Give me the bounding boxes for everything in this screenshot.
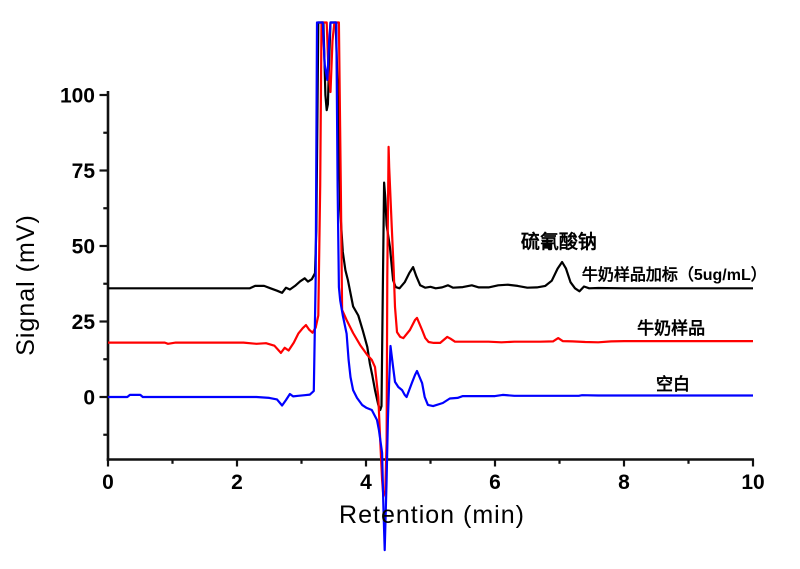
x-tick-label: 6 <box>489 471 501 494</box>
trace-milk-sample <box>108 21 753 498</box>
x-tick-label: 8 <box>618 471 630 494</box>
annotation-label-1: 牛奶样品加标（5ug/mL） <box>582 265 767 284</box>
trace-blank <box>108 21 753 552</box>
x-axis-title: Retention (min) <box>339 501 525 529</box>
y-tick-label: 100 <box>60 85 95 108</box>
annotation-label-3: 空白 <box>656 374 690 394</box>
x-tick-label: 2 <box>231 471 243 494</box>
x-tick-label: 4 <box>360 471 372 494</box>
x-tick-label: 0 <box>102 471 114 494</box>
y-axis-title: Signal (mV) <box>12 214 40 356</box>
y-tick-label: 75 <box>72 160 96 183</box>
y-tick-label: 25 <box>72 311 96 334</box>
x-tick-label: 10 <box>741 471 764 494</box>
y-tick-label: 50 <box>72 236 95 259</box>
trace-spiked-milk-sample <box>108 21 753 412</box>
traces-layer <box>108 21 753 552</box>
y-tick-label: 0 <box>83 387 95 410</box>
annotation-label-2: 牛奶样品 <box>637 318 705 338</box>
annotation-label-0: 硫氰酸钠 <box>521 230 597 253</box>
